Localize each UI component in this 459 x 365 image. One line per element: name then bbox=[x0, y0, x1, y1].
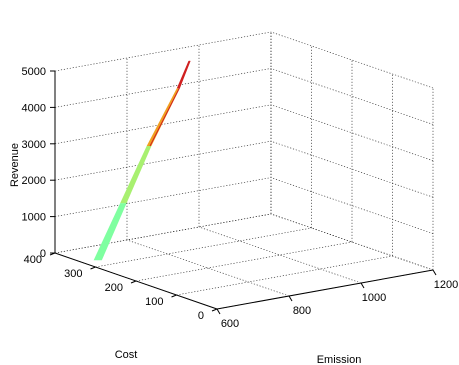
y-tick-mark bbox=[130, 280, 137, 284]
z-tick-label: 0 bbox=[40, 248, 46, 260]
gridline-back-wall-z bbox=[54, 140, 272, 181]
gridline-floor-y bbox=[95, 227, 312, 268]
gridline-back-wall-z bbox=[54, 31, 272, 72]
axes-frame bbox=[49, 31, 437, 315]
surface-segment bbox=[120, 146, 152, 204]
x-tick-label: 800 bbox=[293, 305, 311, 317]
y-tick-mark bbox=[171, 294, 177, 298]
y-tick-label: 100 bbox=[145, 296, 163, 308]
gridline-back-wall-z bbox=[54, 177, 272, 217]
z-axis-label: Revenue bbox=[9, 143, 21, 187]
gridline-floor-y bbox=[54, 213, 272, 254]
y-tick-label: 400 bbox=[24, 254, 42, 266]
y-tick-mark bbox=[90, 266, 96, 270]
y-tick-label: 200 bbox=[105, 282, 123, 294]
surface-plot bbox=[93, 60, 191, 261]
x-axis-label: Emission bbox=[317, 354, 362, 365]
surface-edge-line bbox=[149, 60, 191, 147]
z-tick-label: 1000 bbox=[22, 212, 46, 224]
x-tick-mark bbox=[288, 295, 293, 302]
x-tick-mark bbox=[216, 308, 221, 315]
y-axis-label: Cost bbox=[115, 349, 138, 361]
y-tick-label: 300 bbox=[64, 268, 82, 280]
gridline-back-wall-z bbox=[54, 68, 272, 108]
x-tick-mark bbox=[360, 282, 365, 289]
gridline-back-wall-z bbox=[54, 104, 272, 145]
gridline-floor-x bbox=[198, 226, 362, 284]
z-tick-label: 5000 bbox=[22, 66, 46, 78]
x-tick-label: 600 bbox=[221, 318, 239, 330]
x-axis-line bbox=[216, 269, 434, 310]
gridline-floor-y bbox=[176, 255, 393, 296]
y-tick-mark bbox=[211, 308, 218, 312]
x-tick-mark bbox=[432, 269, 437, 276]
x-tick-label: 1000 bbox=[362, 292, 386, 304]
y-tick-label: 0 bbox=[198, 310, 204, 322]
surface-segment bbox=[93, 203, 127, 261]
z-tick-label: 4000 bbox=[22, 102, 46, 114]
x-tick-label: 1200 bbox=[434, 279, 458, 291]
z-tick-label: 3000 bbox=[22, 139, 46, 151]
z-tick-label: 2000 bbox=[22, 175, 46, 187]
tick-labels: 6008001000120001002003004000100020003000… bbox=[22, 66, 459, 330]
surface-segment bbox=[176, 60, 190, 89]
gridline-floor-y bbox=[135, 241, 353, 282]
